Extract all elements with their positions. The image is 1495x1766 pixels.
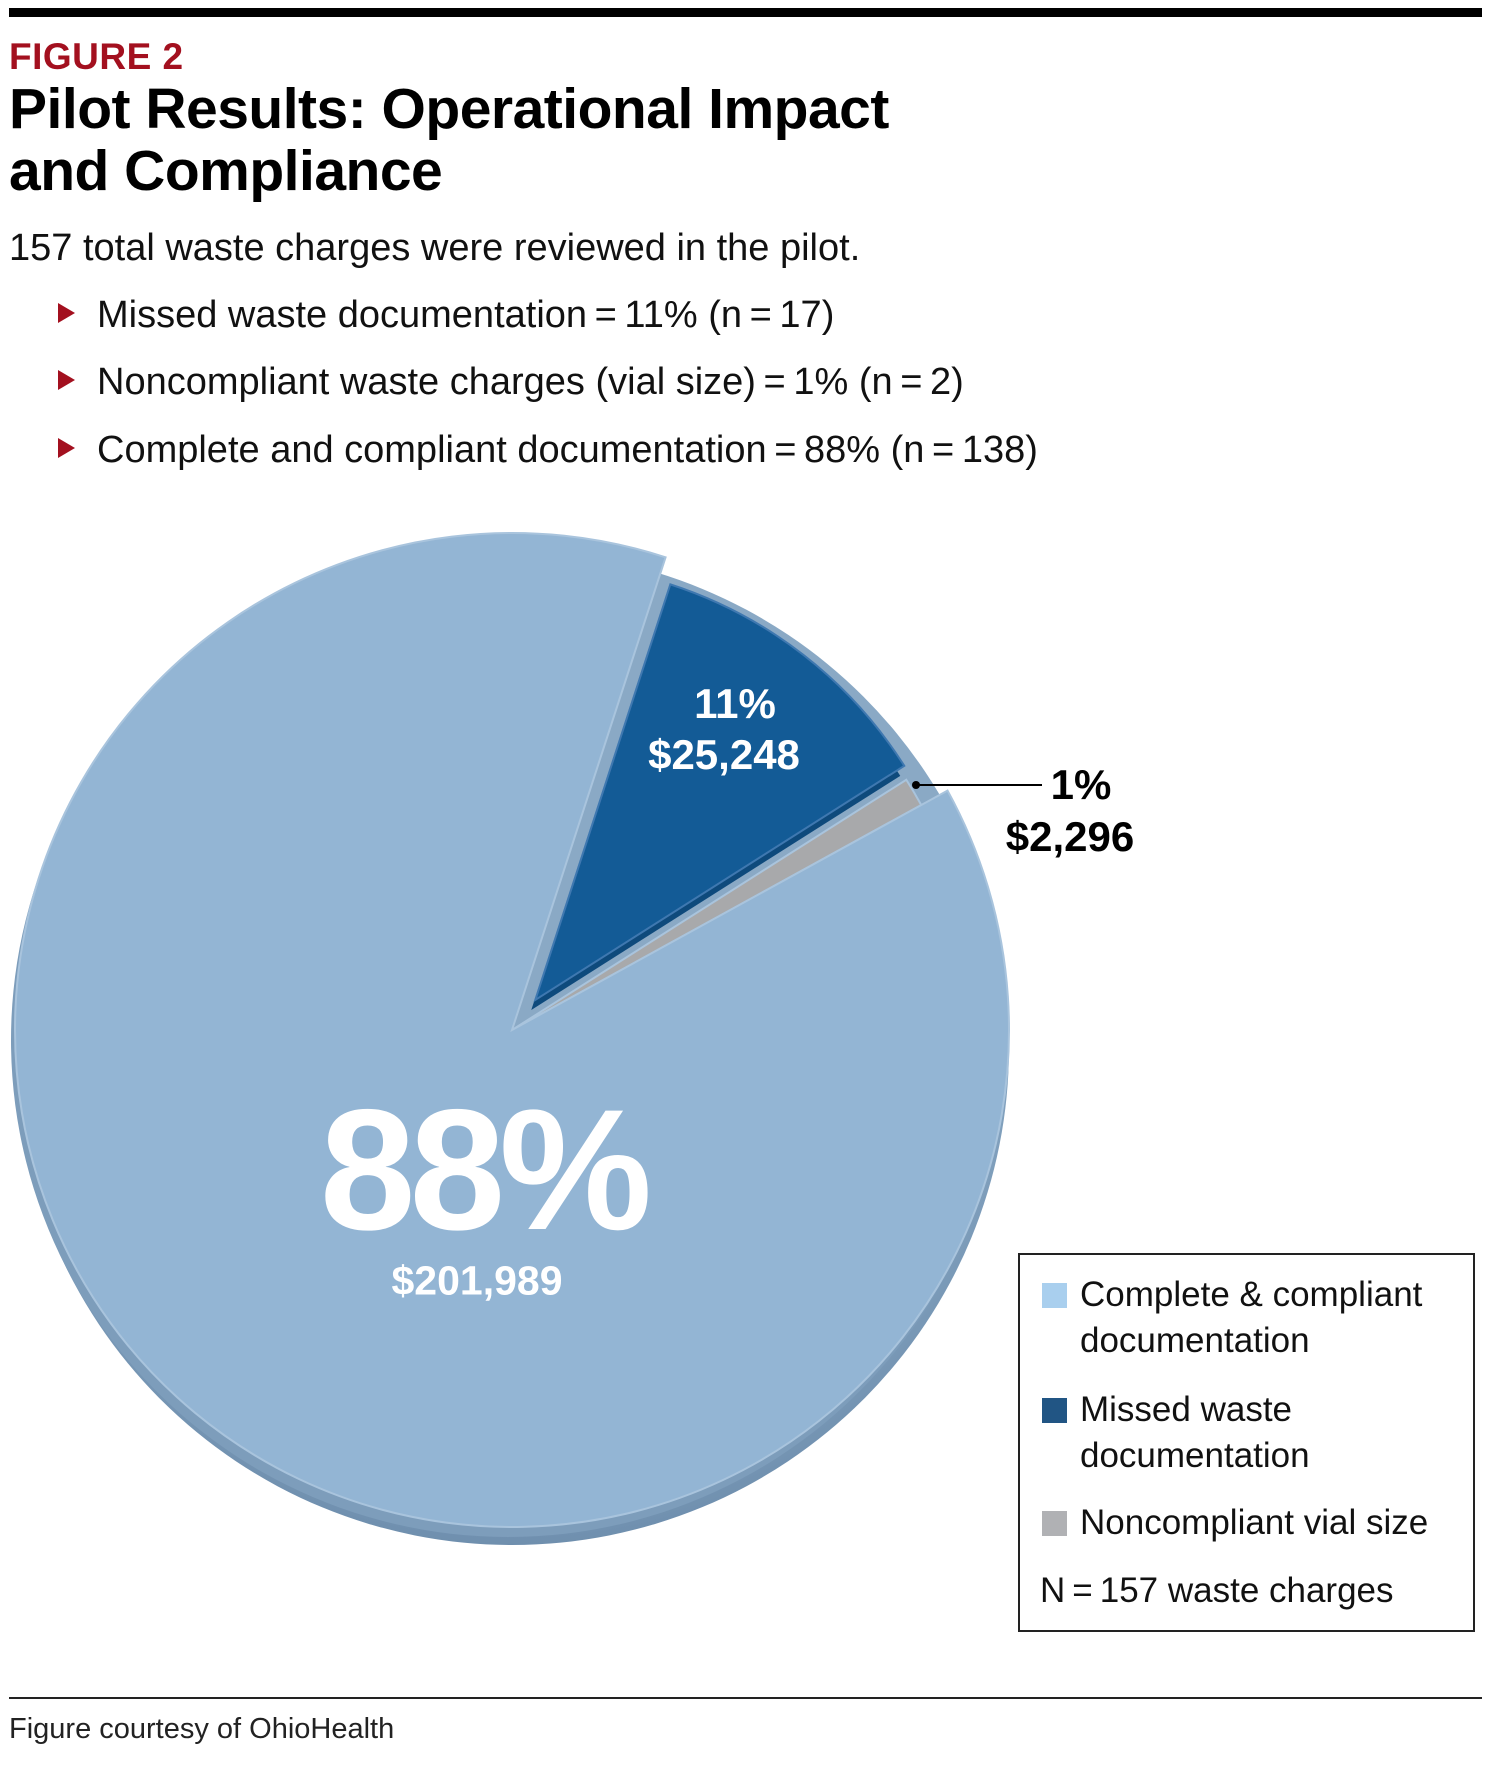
bullet-item: Complete and compliant documentation = 8… <box>58 429 1038 472</box>
subtitle: 157 total waste charges were reviewed in… <box>9 227 861 269</box>
slice-label-missed-percent: 11% <box>694 680 776 727</box>
triangle-bullet-icon <box>58 303 75 323</box>
slice-label-missed-amount: $25,248 <box>648 731 800 778</box>
title-line-1: Pilot Results: Operational Impact <box>9 77 889 141</box>
legend-swatch <box>1042 1398 1067 1423</box>
triangle-bullet-icon <box>58 438 75 458</box>
figure-title: Pilot Results: Operational Impact and Co… <box>9 78 889 202</box>
bullet-text: Missed waste documentation = 11% (n = 17… <box>97 294 835 336</box>
pie-chart <box>10 532 1042 1545</box>
bullet-item: Noncompliant waste charges (vial size) =… <box>58 361 964 404</box>
leader-dot <box>912 781 920 789</box>
slice-label-noncompliant-amount: $2,296 <box>1005 813 1135 860</box>
bottom-rule <box>9 1697 1482 1699</box>
legend-swatch <box>1042 1511 1067 1536</box>
bullet-text: Noncompliant waste charges (vial size) =… <box>97 361 964 403</box>
title-line-2: and Compliance <box>9 139 443 203</box>
figure-credit: Figure courtesy of OhioHealth <box>9 1713 395 1745</box>
legend-note: N = 157 waste charges <box>1040 1571 1394 1610</box>
slice-label-noncompliant-percent: 1% <box>1050 761 1112 808</box>
top-rule <box>9 8 1482 17</box>
bullet-text: Complete and compliant documentation = 8… <box>97 429 1038 471</box>
slice-missed <box>533 583 906 1003</box>
legend: Complete & compliant documentation Misse… <box>1018 1253 1475 1632</box>
legend-swatch <box>1042 1283 1067 1308</box>
slice-label-complete-percent: 88% <box>319 1074 652 1266</box>
triangle-bullet-icon <box>58 370 75 390</box>
slice-complete <box>14 532 1010 1528</box>
bullet-item: Missed waste documentation = 11% (n = 17… <box>58 294 834 337</box>
figure-label: FIGURE 2 <box>9 36 184 77</box>
slice-label-complete-amount: $201,989 <box>391 1257 563 1304</box>
